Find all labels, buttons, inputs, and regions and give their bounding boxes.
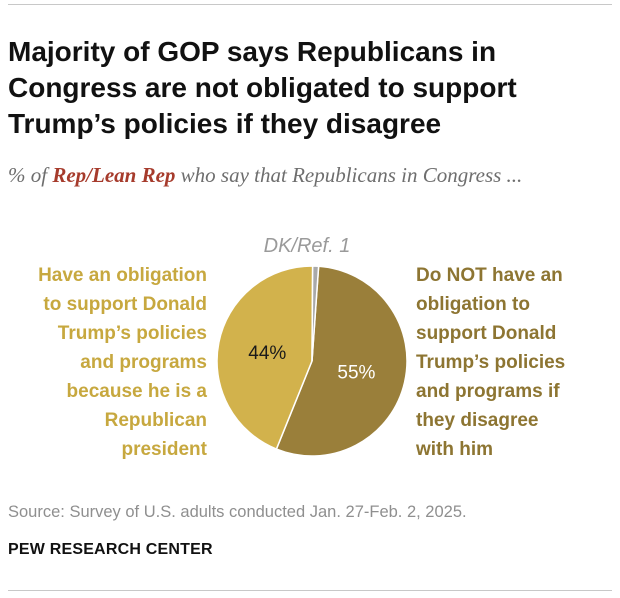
not-obligated-label: Do NOT have an obligation to support Don… bbox=[416, 265, 566, 460]
have-obligation-label: Have an obligation to support Donald Tru… bbox=[38, 265, 207, 460]
pie-slice-have-obligation bbox=[216, 265, 314, 451]
subtitle-highlight: Rep/Lean Rep bbox=[52, 163, 176, 187]
dk-ref-label: DK/Ref. 1 bbox=[263, 235, 351, 257]
slice-value-have-obligation: 44% bbox=[248, 343, 286, 364]
pie-slice-dk-ref bbox=[311, 265, 320, 362]
subtitle-suffix: who say that Republicans in Congress ... bbox=[175, 163, 523, 187]
chart-subtitle: % of Rep/Lean Rep who say that Republica… bbox=[8, 160, 568, 190]
pie-slice-not-obligated bbox=[275, 265, 408, 457]
top-rule bbox=[8, 4, 612, 5]
source-note: Source: Survey of U.S. adults conducted … bbox=[8, 503, 467, 521]
subtitle-prefix: % of bbox=[8, 163, 53, 187]
bottom-rule bbox=[8, 590, 612, 591]
slice-value-not-obligated: 55% bbox=[337, 362, 375, 383]
org-name: PEW RESEARCH CENTER bbox=[8, 541, 213, 558]
chart-title: Majority of GOP says Republicans in Cong… bbox=[8, 36, 517, 139]
